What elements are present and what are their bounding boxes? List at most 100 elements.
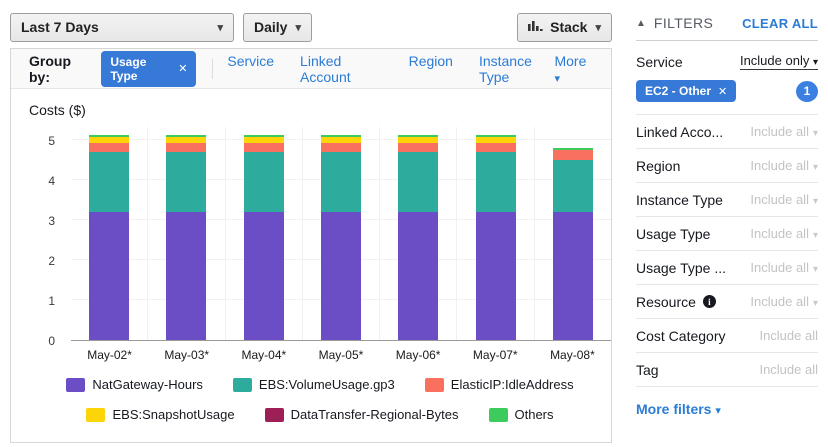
x-axis-labels: May-02* May-03* May-04* May-05* May-06* May-0… (71, 348, 611, 362)
bar-segment[interactable] (398, 135, 439, 137)
chevron-down-icon: ▾ (554, 72, 561, 85)
filter-value-dropdown[interactable]: Include all ▾ (750, 158, 818, 173)
chart-type-dropdown[interactable]: Stack ▾ (517, 12, 612, 42)
filters-title[interactable]: FILTERS (653, 15, 714, 31)
stacked-bar-May-06[interactable] (398, 135, 439, 340)
date-range-value: Last 7 Days (21, 19, 99, 35)
bar-segment[interactable] (89, 142, 130, 152)
legend-label: DataTransfer-Regional-Bytes (290, 407, 459, 422)
group-by-more[interactable]: More ▾ (554, 52, 587, 85)
close-icon[interactable]: ✕ (718, 85, 728, 98)
legend-label: NatGateway-Hours (92, 377, 203, 392)
filter-value-dropdown[interactable]: Include all ▾ (750, 294, 818, 309)
stacked-bar-May-05[interactable] (320, 135, 361, 340)
filter-label: Instance Type (636, 191, 723, 208)
group-by-link-service[interactable]: Service (227, 52, 275, 69)
bar-segment[interactable] (320, 136, 361, 143)
bar-segment[interactable] (243, 212, 284, 340)
service-mode-dropdown[interactable]: Include only ▾ (739, 53, 818, 70)
filter-label: Usage Type (636, 225, 711, 242)
bar-segment[interactable] (89, 135, 130, 137)
bar-segment[interactable] (320, 135, 361, 137)
group-by-link-linked-account[interactable]: Linked Account (300, 52, 351, 85)
bar-segment[interactable] (320, 152, 361, 212)
bar-segment[interactable] (552, 160, 593, 212)
y-tick-label: 2 (48, 254, 55, 268)
bar-segment[interactable] (320, 212, 361, 340)
legend-item[interactable]: Others (488, 407, 554, 422)
filter-value-dropdown[interactable]: Include all ▾ (750, 124, 818, 139)
stacked-bar-May-07[interactable] (475, 135, 516, 340)
group-by-link-instance-type[interactable]: Instance Type (478, 52, 532, 85)
bar-segment[interactable] (552, 150, 593, 160)
chip-label: EC2 - Other (645, 84, 712, 98)
legend-item[interactable]: DataTransfer-Regional-Bytes (264, 407, 459, 422)
filter-value-dropdown[interactable]: Include all ▾ (750, 226, 818, 241)
bar-segment[interactable] (475, 152, 516, 212)
bar-segment[interactable] (552, 148, 593, 150)
bar-segment[interactable] (166, 142, 207, 152)
chart-type-value: Stack (550, 19, 588, 35)
legend-row-1: NatGateway-Hours EBS:VolumeUsage.gp3 Elast… (29, 377, 611, 392)
filter-value-dropdown[interactable]: Include all ▾ (750, 260, 818, 275)
bar-segment[interactable] (243, 136, 284, 143)
bar-segment[interactable] (89, 212, 130, 340)
bar-segment[interactable] (475, 136, 516, 143)
y-tick-label: 0 (48, 334, 55, 348)
bar-segment[interactable] (166, 152, 207, 212)
bar-segment[interactable] (243, 152, 284, 212)
plot-wrap: 0 1 2 3 4 5 (29, 127, 611, 348)
chevron-up-icon[interactable]: ▲ (636, 17, 646, 29)
bar-segment[interactable] (166, 135, 207, 137)
filters-panel: ▲ FILTERS CLEAR ALL Service Include only… (636, 0, 818, 447)
bar-segment[interactable] (166, 136, 207, 143)
x-tick-label: May-02* (87, 348, 132, 362)
bar-segment[interactable] (166, 212, 207, 340)
filter-label: Usage Type ... (636, 259, 727, 276)
bar-segment[interactable] (89, 136, 130, 143)
filter-row-resource: Resource i Include all ▾ (636, 285, 818, 319)
filter-value-dropdown[interactable]: Include all ▾ (750, 192, 818, 207)
bar-segment[interactable] (398, 212, 439, 340)
legend-item[interactable]: NatGateway-Hours (66, 377, 203, 392)
group-by-link-region[interactable]: Region (408, 52, 453, 69)
date-range-dropdown[interactable]: Last 7 Days ▾ (10, 12, 234, 42)
close-icon[interactable]: ✕ (178, 63, 188, 75)
stacked-bar-May-03[interactable] (166, 135, 207, 340)
service-filter-chip[interactable]: EC2 - Other ✕ (636, 80, 737, 102)
filter-row-linked-acco: Linked Acco... Include all ▾ (636, 115, 818, 149)
legend-item[interactable]: EBS:VolumeUsage.gp3 (232, 377, 395, 392)
filter-row-cost-category: Cost Category Include all (636, 319, 818, 353)
stacked-bar-May-04[interactable] (243, 135, 284, 340)
main-column: Last 7 Days ▾ Daily ▾ Stack ▾ Group (10, 0, 612, 443)
legend-item[interactable]: ElasticIP:IdleAddress (424, 377, 574, 392)
bar-segment[interactable] (243, 142, 284, 152)
bar-segment[interactable] (398, 142, 439, 152)
chevron-down-icon: ▾ (812, 128, 818, 139)
stacked-bar-May-08[interactable] (552, 148, 593, 340)
legend-swatch (424, 377, 444, 392)
legend-item[interactable]: EBS:SnapshotUsage (86, 407, 235, 422)
x-tick-label: May-03* (164, 348, 210, 362)
bar-segment[interactable] (320, 142, 361, 152)
bar-segment[interactable] (475, 212, 516, 340)
bar-segment[interactable] (89, 152, 130, 212)
bar-segment[interactable] (398, 136, 439, 143)
bar-segment[interactable] (475, 142, 516, 152)
bar-segment[interactable] (475, 135, 516, 137)
more-filters-link[interactable]: More filters ▾ (636, 401, 721, 417)
granularity-dropdown[interactable]: Daily ▾ (243, 12, 312, 42)
stacked-bar-May-02[interactable] (89, 135, 130, 340)
info-icon[interactable]: i (702, 295, 716, 308)
filter-row-service: Service Include only ▾ (636, 53, 818, 70)
filter-value-dropdown: Include all (759, 328, 818, 343)
x-tick-label: May-06* (395, 348, 441, 362)
bar-segment[interactable] (243, 135, 284, 137)
group-by-chip-usage-type[interactable]: Usage Type ✕ (101, 50, 197, 87)
clear-all-link[interactable]: CLEAR ALL (742, 15, 818, 31)
chevron-down-icon: ▾ (812, 196, 818, 207)
bar-segment[interactable] (398, 152, 439, 212)
bar-segment[interactable] (552, 212, 593, 340)
